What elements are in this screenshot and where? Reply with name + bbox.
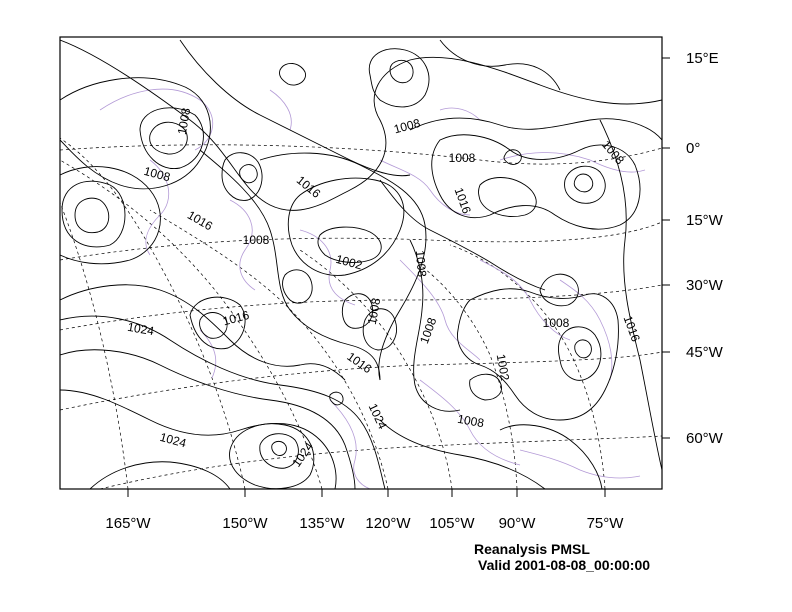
bottom-axis-ticks [127, 489, 606, 497]
coastlines [99, 88, 646, 489]
lon-label: 75°W [587, 515, 625, 532]
map-frame [59, 36, 663, 490]
right-axis-ticks [662, 57, 670, 439]
contour-label: 1002 [334, 252, 364, 273]
map-caption-valid-time: Valid 2001-08-08_00:00:00 [478, 557, 651, 573]
contour-label: 1008 [392, 116, 422, 137]
contour-label: 1016 [344, 349, 374, 376]
lon-label: 120°W [365, 515, 411, 532]
contour-label: 1008 [599, 138, 627, 168]
map-caption-title: Reanalysis PMSL [474, 541, 590, 557]
graticule [60, 137, 662, 489]
lat-label: 0° [686, 140, 700, 157]
contour-label: 1024 [366, 401, 390, 431]
contour-label: 1024 [158, 430, 188, 451]
contour-label: 1016 [621, 314, 643, 344]
contour-label: 1008 [449, 151, 476, 165]
bottom-axis-labels: 165°W 150°W 135°W 120°W 105°W 90°W 75°W [105, 515, 624, 532]
contour-label: 1002 [494, 353, 512, 382]
lon-label: 135°W [299, 515, 345, 532]
lat-label: 30°W [686, 277, 724, 294]
contour-label: 1024 [126, 320, 155, 338]
right-axis-labels: 15°E 0° 15°W 30°W 45°W 60°W [686, 50, 724, 447]
lat-label: 60°W [686, 430, 724, 447]
contour-label: 1024 [289, 439, 316, 469]
contour-label: 1008 [365, 297, 383, 326]
lon-label: 105°W [429, 515, 475, 532]
contour-label: 1008 [543, 316, 570, 330]
contour-label: 1008 [175, 107, 193, 136]
lat-label: 15°W [686, 212, 724, 229]
contour-label: 1016 [221, 308, 251, 329]
contour-label: 1016 [452, 186, 474, 216]
contour-label: 1008 [456, 412, 485, 430]
contour-labels: 1008 1008 1008 1008 1016 1008 1016 1002 … [126, 107, 643, 470]
lat-label: 15°E [686, 50, 719, 67]
contour-label: 1016 [185, 208, 215, 234]
contour-label: 1008 [413, 250, 429, 278]
contour-label: 1008 [243, 233, 270, 247]
lon-label: 165°W [105, 515, 151, 532]
isobars [60, 39, 662, 489]
lat-label: 45°W [686, 344, 724, 361]
contour-label: 1008 [142, 164, 172, 185]
lon-label: 150°W [222, 515, 268, 532]
lon-label: 90°W [499, 515, 537, 532]
